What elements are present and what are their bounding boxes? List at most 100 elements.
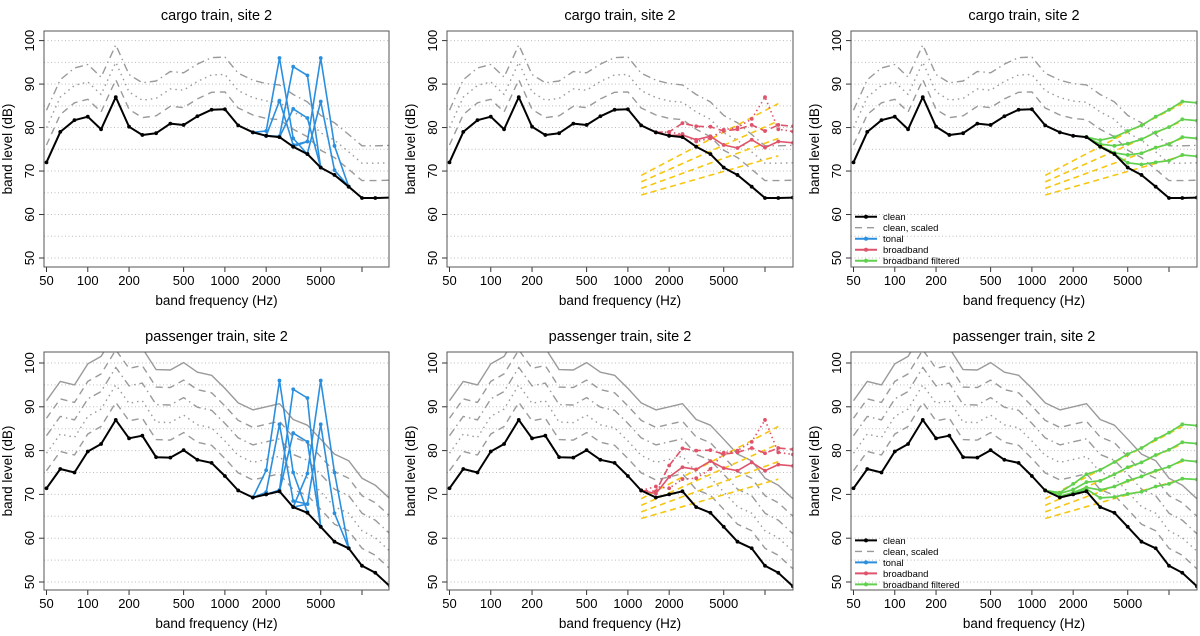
- tonal-line-point: [305, 471, 310, 476]
- x-tick-label: 2000: [655, 596, 684, 611]
- clean-line-point: [346, 546, 351, 551]
- clean-line-point: [318, 165, 323, 170]
- y-tick-label: 70: [22, 164, 37, 178]
- broadband-filtered-line-point: [1057, 491, 1062, 496]
- broadband-line-dotted-point: [694, 476, 699, 481]
- x-tick-label: 50: [39, 273, 53, 288]
- tonal-line-point: [277, 422, 282, 427]
- broadband-filtered-line-point: [1071, 481, 1076, 486]
- broadband-filtered-line-point: [1167, 142, 1171, 146]
- tonal-line-point: [291, 470, 296, 475]
- clean-line-point: [530, 436, 534, 441]
- tonal-line-point: [305, 139, 310, 144]
- clean-line-point: [447, 160, 452, 165]
- y-tick-label: 100: [425, 352, 440, 374]
- clean-line-point: [1084, 135, 1089, 140]
- clean-line-point: [99, 127, 103, 132]
- clean-line-point: [318, 524, 323, 529]
- clean-line-point: [920, 95, 925, 100]
- clean-line-point: [305, 152, 310, 156]
- x-axis-label: band frequency (Hz): [155, 616, 277, 631]
- broadband-filtered-line-point: [1153, 114, 1158, 119]
- broadband-line-dashed-point: [776, 123, 781, 127]
- clean-line-point: [947, 133, 952, 137]
- clean-line-point: [264, 133, 269, 138]
- plot-area: [851, 44, 1197, 200]
- clean-line-point: [879, 470, 884, 475]
- clean-line-point: [502, 442, 506, 446]
- clean-line-point: [776, 196, 781, 200]
- broadband-filtered-line-point: [1167, 125, 1171, 130]
- noise-floor-line: [640, 460, 779, 513]
- clean-line-point: [346, 184, 351, 189]
- clean-line-point: [763, 196, 767, 200]
- broadband-filtered-line-point: [1167, 158, 1171, 163]
- broadband-line-dotted-point: [776, 450, 781, 455]
- clean-line-point: [1057, 495, 1062, 500]
- clean-line-point: [961, 455, 965, 460]
- clean-line-point: [168, 455, 173, 460]
- clean-line-point: [447, 486, 452, 491]
- clean-line-point: [988, 123, 993, 127]
- broadband-line-solid-point: [749, 460, 754, 465]
- x-tick-label: 2000: [655, 273, 684, 288]
- legend-label: tonal: [883, 558, 904, 569]
- clean-line-point: [1125, 165, 1130, 170]
- broadband-filtered-line-point: [1167, 481, 1171, 486]
- broadband-filtered-line-point: [1167, 107, 1171, 112]
- x-tick-label: 100: [884, 596, 906, 611]
- broadband-filtered-line-point: [1125, 452, 1130, 457]
- clean-scaled-line: [448, 352, 793, 500]
- broadband-filtered-line-point: [1180, 153, 1185, 157]
- y-tick-label: 90: [22, 400, 37, 414]
- y-tick-label: 60: [829, 207, 844, 221]
- clean-line-point: [85, 449, 90, 454]
- clean-line-point: [694, 144, 699, 149]
- broadband-line-dotted-point: [680, 132, 685, 136]
- clean-line-point: [735, 173, 740, 177]
- tonal-line-point: [291, 106, 296, 111]
- broadband-line-dashed: [641, 447, 793, 493]
- tonal-line-point: [291, 387, 296, 392]
- plot-area: [447, 352, 793, 589]
- y-tick-label: 60: [425, 207, 440, 221]
- clean-line-point: [639, 488, 644, 493]
- clean-line-point: [763, 563, 767, 568]
- broadband-line-dotted-point: [763, 95, 767, 100]
- y-axis-label: band level (dB): [807, 104, 822, 195]
- clean-line-point: [598, 457, 603, 462]
- clean-line-point: [653, 130, 658, 135]
- plot-frame: [43, 30, 390, 268]
- clean-line-point: [1139, 539, 1144, 544]
- legend-label: clean, scaled: [883, 547, 938, 558]
- clean-line-point: [625, 107, 630, 112]
- clean-line-point: [1112, 152, 1117, 156]
- noise-floor-line: [1044, 102, 1183, 177]
- broadband-line-dashed-point: [708, 124, 713, 129]
- broadband-filtered-line-point: [1098, 488, 1103, 492]
- y-tick-label: 60: [829, 531, 844, 545]
- broadband-filtered-line-point: [1098, 496, 1103, 500]
- clean-line-point: [1071, 133, 1076, 138]
- y-tick-label: 100: [829, 352, 844, 374]
- clean-line-point: [892, 449, 897, 454]
- broadband-line-solid-point: [667, 474, 672, 479]
- clean-line-point: [598, 114, 603, 119]
- clean-line-point: [99, 442, 103, 446]
- x-axis-label: band frequency (Hz): [559, 616, 681, 631]
- chart-panel-4: passenger train, site 2 band frequency (H…: [0, 329, 390, 631]
- broadband-line-solid-point: [721, 466, 726, 471]
- clean-line-point: [373, 570, 378, 575]
- clean-line: [852, 96, 1197, 199]
- broadband-filtered-line-point: [1139, 123, 1144, 128]
- x-tick-label: 1000: [1017, 596, 1046, 611]
- broadband-line-dashed-point: [749, 123, 754, 127]
- clean-line-point: [1029, 107, 1034, 112]
- legend-marker: [864, 214, 868, 219]
- broadband-filtered-line-point: [1098, 478, 1103, 483]
- clean-line-point: [250, 495, 255, 500]
- tonal-line-point: [332, 470, 337, 475]
- clean-line-point: [1043, 488, 1048, 493]
- broadband-line-dashed-point: [708, 448, 713, 453]
